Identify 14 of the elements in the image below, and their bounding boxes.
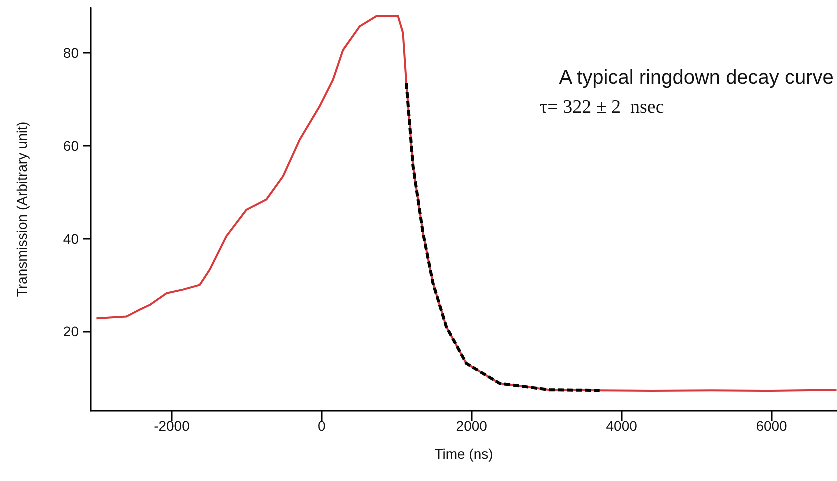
line-series <box>96 15 837 392</box>
y-tick-label: 40 <box>63 230 80 247</box>
x-tick-label: 2000 <box>456 418 488 434</box>
x-tick-label: 6000 <box>756 418 788 434</box>
x-tick-label: -2000 <box>154 418 190 434</box>
y-tick-label: 80 <box>63 45 80 62</box>
y-tick-label: 20 <box>63 324 80 340</box>
y-tick-label: 60 <box>63 138 80 154</box>
annotation: A typical ringdown decay curve <box>559 67 834 89</box>
x-axis-title: Time (ns) <box>434 446 494 462</box>
y-axis-title: Transmission (Arbitrary unit) <box>14 122 30 298</box>
x-tick-label: 0 <box>318 418 326 434</box>
annotation: τ= 322 ± 2 nsec <box>540 97 664 118</box>
x-tick-label: 4000 <box>606 418 638 434</box>
